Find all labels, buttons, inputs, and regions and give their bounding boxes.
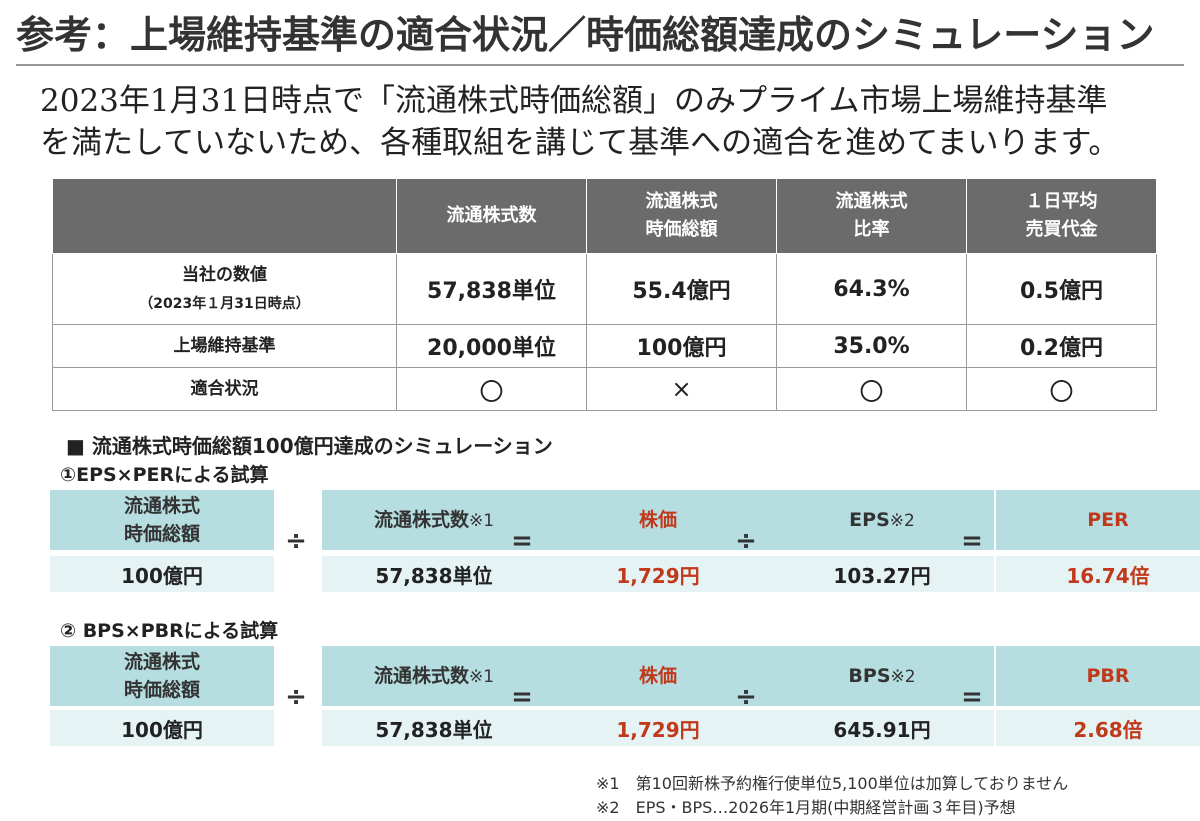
table-cell: 35.0% (776, 324, 967, 368)
table-header: １日平均 売買代金 (966, 178, 1157, 254)
footnote-2: ※2 EPS・BPS…2026年1月期(中期経営計画３年目)予想 (596, 798, 1016, 817)
sim1-value: 16.74倍 (996, 556, 1200, 592)
simulation-1-subtitle: ①EPS×PERによる試算 (60, 464, 269, 486)
sim2-box-bps: BPS※2 (770, 646, 994, 706)
sim2-operator: ÷ (735, 682, 757, 712)
sim1-box-per: PER (996, 490, 1200, 550)
simulation-2-subtitle: ② BPS×PBRによる試算 (60, 620, 279, 642)
sim1-value: 57,838単位 (322, 556, 546, 592)
sim1-value: 103.27円 (770, 556, 994, 592)
sim1-operator: = (961, 526, 983, 556)
sim2-box-market-cap: 流通株式 時価総額 (50, 646, 274, 706)
listing-criteria-table: 流通株式数 流通株式 時価総額 流通株式 比率 １日平均 売買代金 当社の数値 （202… (52, 178, 1157, 411)
intro-text: 2023年1月31日時点で「流通株式時価総額」のみプライム市場上場維持基準 を満… (40, 80, 1190, 164)
simulation-title: ■ 流通株式時価総額100億円達成のシミュレーション (66, 434, 553, 458)
table-cell: 100億円 (586, 324, 777, 368)
intro-line-2: を満たしていないため、各種取組を講じて基準への適合を進めてまいります。 (40, 125, 1120, 161)
table-header: 流通株式 時価総額 (586, 178, 777, 254)
page-title: 参考：上場維持基準の適合状況／時価総額達成のシミュレーション (16, 12, 1155, 57)
sim2-value: 645.91円 (770, 710, 994, 746)
sim2-operator: = (511, 682, 533, 712)
sim2-value: 1,729円 (546, 710, 770, 746)
table-cell: 64.3% (776, 253, 967, 325)
title-divider (16, 64, 1184, 66)
table-cell: 0.2億円 (966, 324, 1157, 368)
sim2-operator: = (961, 682, 983, 712)
sim1-value: 100億円 (50, 556, 274, 592)
sim1-box-market-cap: 流通株式 時価総額 (50, 490, 274, 550)
row-label: 上場維持基準 (52, 324, 397, 368)
table-cell: 55.4億円 (586, 253, 777, 325)
sim1-box-price: 株価 (546, 490, 770, 550)
table-header: 流通株式数 (396, 178, 587, 254)
table-cell: 20,000単位 (396, 324, 587, 368)
table-header-empty (52, 178, 397, 254)
sim1-operator: ÷ (735, 526, 757, 556)
table-row: 上場維持基準 20,000単位 100億円 35.0% 0.2億円 (52, 324, 1157, 368)
sim2-value: 57,838単位 (322, 710, 546, 746)
sim2-value: 100億円 (50, 710, 274, 746)
row-label: 当社の数値 （2023年１月31日時点） (52, 253, 397, 325)
table-cell: 0.5億円 (966, 253, 1157, 325)
sim2-box-pbr: PBR (996, 646, 1200, 706)
sim1-value: 1,729円 (546, 556, 770, 592)
status-mark: × (586, 367, 777, 411)
sim1-operator: = (511, 526, 533, 556)
sim1-box-shares: 流通株式数※1 (322, 490, 546, 550)
table-row: 当社の数値 （2023年１月31日時点） 57,838単位 55.4億円 64.3… (52, 253, 1157, 325)
sim1-operator: ÷ (285, 526, 307, 556)
table-header: 流通株式 比率 (776, 178, 967, 254)
sim2-value: 2.68倍 (996, 710, 1200, 746)
sim2-operator: ÷ (285, 682, 307, 712)
status-mark: 〇 (776, 367, 967, 411)
table-row: 適合状況 〇 × 〇 〇 (52, 367, 1157, 411)
table-header-row: 流通株式数 流通株式 時価総額 流通株式 比率 １日平均 売買代金 (52, 178, 1157, 254)
status-mark: 〇 (396, 367, 587, 411)
sim1-box-eps: EPS※2 (770, 490, 994, 550)
sim2-box-shares: 流通株式数※1 (322, 646, 546, 706)
footnote-1: ※1 第10回新株予約権行使単位5,100単位は加算しておりません (596, 774, 1069, 793)
intro-line-1: 2023年1月31日時点で「流通株式時価総額」のみプライム市場上場維持基準 (40, 83, 1108, 119)
row-label: 適合状況 (52, 367, 397, 411)
sim2-box-price: 株価 (546, 646, 770, 706)
status-mark: 〇 (966, 367, 1157, 411)
table-cell: 57,838単位 (396, 253, 587, 325)
